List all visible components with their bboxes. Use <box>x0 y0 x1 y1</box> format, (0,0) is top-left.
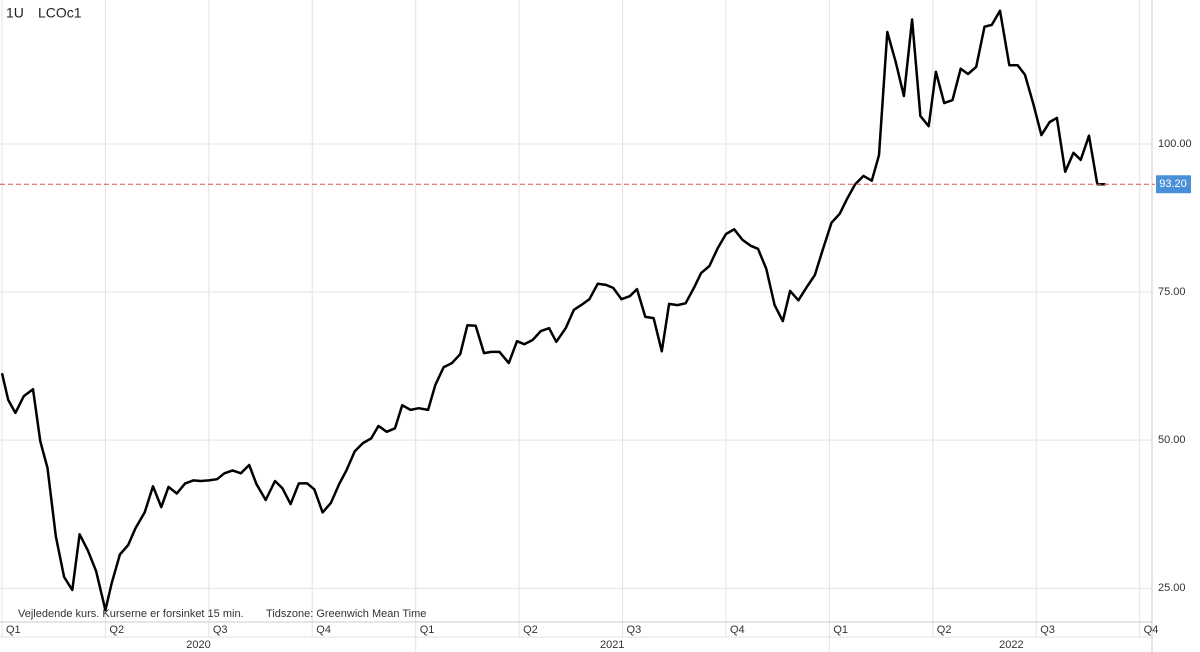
last-price-label: 93.20 <box>1159 178 1187 190</box>
x-tick-label: Q3 <box>1040 624 1055 636</box>
year-label: 2021 <box>600 639 624 651</box>
x-tick-label: Q2 <box>109 624 124 636</box>
x-tick-label: Q1 <box>420 624 435 636</box>
x-tick-label: Q1 <box>6 624 21 636</box>
footer-note: Vejledende kurs. Kurserne er forsinket 1… <box>18 608 244 620</box>
last-price-box <box>1156 175 1191 194</box>
x-tick-label: Q4 <box>316 624 331 636</box>
x-tick-label: Q3 <box>627 624 642 636</box>
interval-label: 1U <box>6 5 24 21</box>
year-label: 2020 <box>186 639 210 651</box>
x-tick-label: Q4 <box>1144 624 1159 636</box>
price-line <box>0 9 1106 612</box>
x-tick-label: Q2 <box>937 624 952 636</box>
symbol-label: LCOc1 <box>38 5 82 21</box>
x-tick-label: Q1 <box>833 624 848 636</box>
y-tick-label: 75.00 <box>1158 286 1186 298</box>
y-tick-label: 25.00 <box>1158 582 1186 594</box>
x-tick-label: Q3 <box>213 624 228 636</box>
footer-timezone: Tidszone: Greenwich Mean Time <box>266 608 426 620</box>
x-tick-label: Q4 <box>730 624 745 636</box>
y-tick-label: 50.00 <box>1158 434 1186 446</box>
y-tick-label: 100.00 <box>1158 138 1192 150</box>
x-tick-label: Q2 <box>523 624 538 636</box>
year-label: 2022 <box>999 639 1023 651</box>
grid <box>0 0 1152 637</box>
